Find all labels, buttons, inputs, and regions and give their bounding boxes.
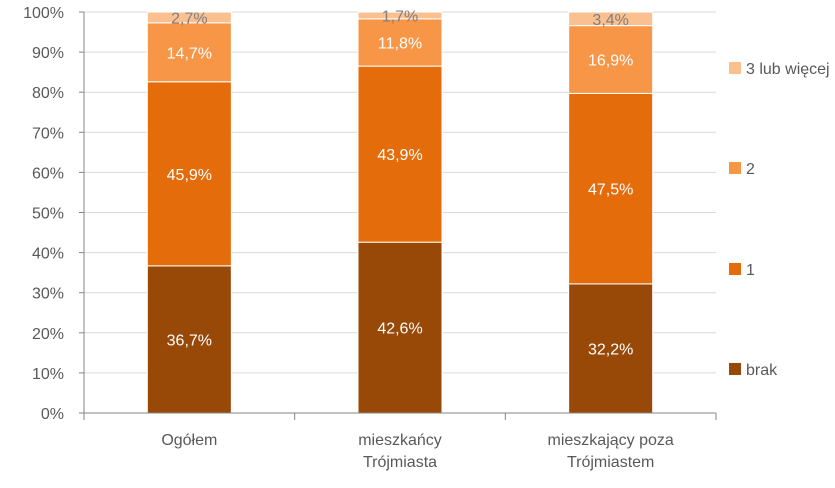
x-category-label: Ogółem — [161, 432, 217, 449]
y-tick-label: 90% — [32, 45, 64, 62]
bar-segment — [146, 22, 232, 83]
y-tick-label: 0% — [41, 406, 64, 423]
data-label: 42,6% — [377, 321, 422, 338]
data-label: 2,7% — [171, 10, 207, 27]
y-tick-label: 100% — [23, 5, 64, 22]
y-tick-label: 20% — [32, 326, 64, 343]
bar-segment — [146, 11, 232, 24]
data-label: 3,4% — [592, 12, 628, 29]
y-tick-label: 80% — [32, 85, 64, 102]
legend-swatch — [729, 363, 741, 375]
y-axis: 0% 10% 20% 30% 40% 50% 60% 70% 80% 90% 100% — [23, 5, 85, 423]
legend-label: 2 — [746, 161, 755, 178]
y-tick-label: 30% — [32, 286, 64, 303]
bar-segment — [357, 11, 443, 20]
bars: 36,7% 45,9% 14,7% 2,7% 42,6% 43,9% 11,8% 1,7% 32… — [146, 8, 654, 414]
legend-swatch — [729, 263, 741, 275]
bar-segment — [568, 283, 654, 414]
data-label: 47,5% — [588, 182, 633, 199]
bar-segment — [568, 11, 654, 27]
x-axis: Ogółem mieszkańcy Trójmiasta mieszkający po… — [83, 412, 717, 471]
x-category-label: mieszkańcy — [358, 432, 442, 449]
data-label: 14,7% — [167, 45, 212, 62]
bar-segment — [568, 92, 654, 285]
y-tick-label: 50% — [32, 206, 64, 223]
y-tick-label: 40% — [32, 246, 64, 263]
x-category-label: Trójmiasta — [363, 454, 437, 471]
x-category-label: Trójmiastem — [567, 454, 654, 471]
data-label: 45,9% — [167, 167, 212, 184]
legend-label: 3 lub więcej — [746, 61, 830, 78]
bar-segment — [357, 18, 443, 67]
y-tick-label: 10% — [32, 366, 64, 383]
data-label: 36,7% — [167, 332, 212, 349]
data-label: 43,9% — [377, 147, 422, 164]
data-label: 16,9% — [588, 53, 633, 70]
x-category-label: mieszkający poza — [548, 432, 674, 449]
y-tick-label: 70% — [32, 125, 64, 142]
legend-label: brak — [746, 362, 778, 379]
data-label: 32,2% — [588, 341, 633, 358]
bar-segment — [146, 81, 232, 267]
data-label: 11,8% — [378, 35, 422, 52]
data-label: 1,7% — [382, 8, 418, 25]
y-tick-label: 60% — [32, 165, 64, 182]
legend-swatch — [729, 62, 741, 74]
legend-swatch — [729, 162, 741, 174]
legend-label: 1 — [746, 262, 755, 279]
bar-segment — [568, 25, 654, 94]
bar-segment — [357, 241, 443, 414]
legend: brak 1 2 3 lub więcej — [729, 61, 830, 379]
